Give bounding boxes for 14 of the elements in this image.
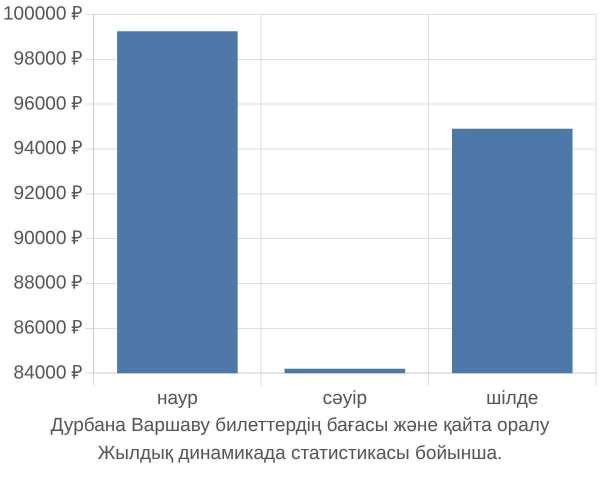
- x-tick-label: наур: [157, 388, 198, 409]
- y-tick-label: 84000 ₽: [14, 362, 83, 384]
- y-tick-label: 88000 ₽: [14, 272, 83, 294]
- y-tick-label: 100000 ₽: [2, 4, 83, 25]
- y-tick-label: 92000 ₽: [14, 183, 83, 204]
- y-tick-label: 98000 ₽: [14, 48, 83, 70]
- y-tick-label: 96000 ₽: [14, 93, 83, 114]
- text: Дурбана Варшаву билеттердің бағасы және қайта оралу: [50, 414, 550, 438]
- y-tick-label: 94000 ₽: [14, 138, 83, 160]
- x-tick-label: сәуір: [322, 388, 368, 409]
- y-tick-label: 90000 ₽: [14, 228, 83, 249]
- x-tick-label: шілде: [486, 388, 538, 409]
- text: Жылдық динамикада статистикасы бойынша.: [96, 442, 504, 466]
- y-tick-label: 86000 ₽: [14, 318, 83, 339]
